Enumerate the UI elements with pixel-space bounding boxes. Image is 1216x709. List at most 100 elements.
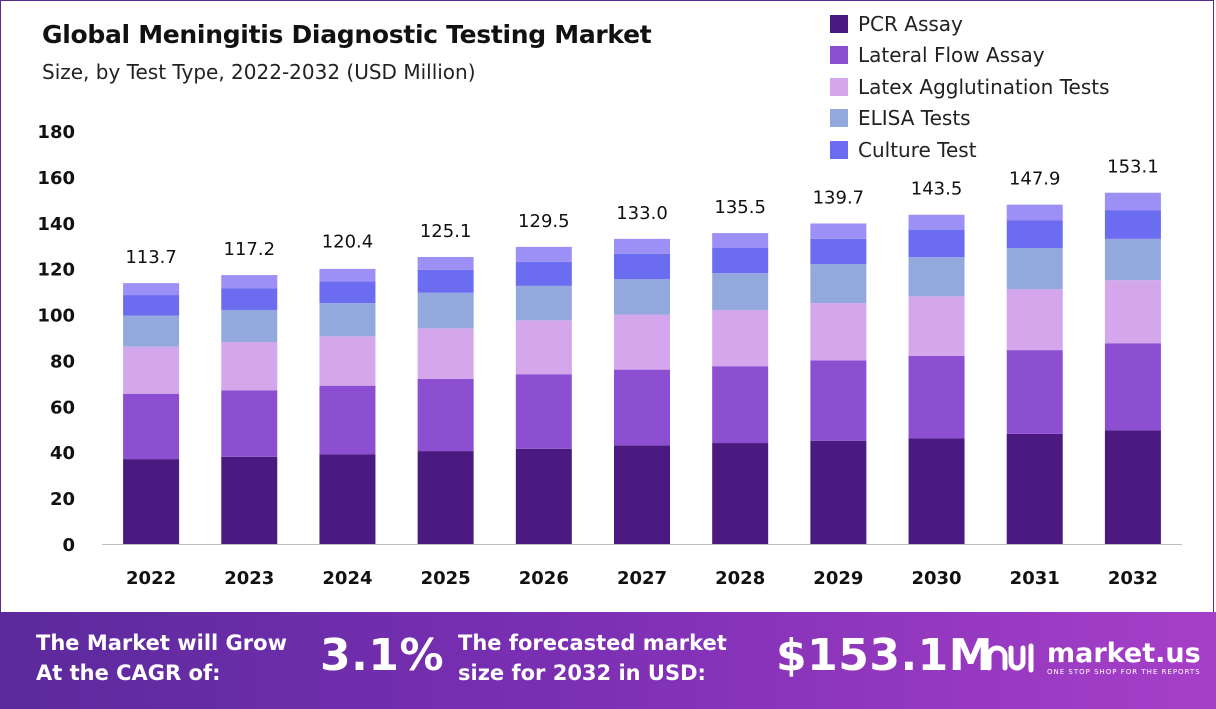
cagr-label-line1: The Market will Grow — [36, 631, 287, 655]
legend-label-pcr-assay: PCR Assay — [858, 11, 963, 36]
total-label-2027: 133.0 — [616, 203, 668, 224]
bar-segment-1-2032 — [1104, 430, 1161, 544]
bar-segment-4-2031 — [1006, 248, 1063, 290]
bar-segment-3-2026 — [515, 320, 572, 375]
x-tick-label-2027: 2027 — [617, 568, 667, 589]
y-tick-label: 160 — [37, 168, 75, 189]
bar-segment-1-2025 — [417, 451, 474, 544]
bar-segment-1-2030 — [908, 438, 965, 544]
bar-segment-6-2024 — [319, 268, 376, 282]
legend-item-culture-test: Culture Test — [830, 134, 1110, 166]
x-tick-label-2026: 2026 — [519, 568, 569, 589]
bar-segment-3-2031 — [1006, 289, 1063, 351]
bar-segment-1-2031 — [1006, 433, 1063, 544]
total-label-2030: 143.5 — [911, 179, 963, 200]
bar-segment-3-2032 — [1104, 280, 1161, 344]
legend-label-elisa-tests: ELISA Tests — [858, 106, 971, 131]
bar-segment-4-2025 — [417, 292, 474, 329]
stacked-bar-chart: 0 20 40 60 80 100 120 140 160 180 113.7 2022 117.2 20… — [37, 122, 1182, 589]
total-label-2029: 139.7 — [813, 187, 865, 208]
bar-segment-1-2028 — [712, 443, 769, 544]
bar-segment-3-2025 — [417, 328, 474, 379]
cagr-label-line2: At the CAGR of: — [36, 661, 221, 685]
bar-segment-1-2026 — [515, 448, 572, 544]
legend-label-lateral-flow-assay: Lateral Flow Assay — [858, 43, 1045, 68]
bar-segment-3-2023 — [221, 342, 278, 391]
chart-legend: PCR Assay Lateral Flow Assay Latex Agglu… — [830, 8, 1110, 166]
bar-segment-5-2028 — [712, 248, 769, 274]
bar-segment-2-2031 — [1006, 350, 1063, 434]
cagr-label: The Market will Grow At the CAGR of: — [36, 628, 287, 688]
bar-segment-6-2032 — [1104, 192, 1161, 211]
bar-segment-2-2023 — [221, 390, 278, 457]
bar-segment-4-2029 — [810, 264, 867, 304]
bar-segment-5-2027 — [614, 253, 670, 279]
x-tick-label-2030: 2030 — [911, 568, 961, 589]
legend-label-culture-test: Culture Test — [858, 137, 977, 162]
bar-segment-3-2027 — [614, 314, 670, 370]
footer-banner: The Market will Grow At the CAGR of: 3.1… — [0, 612, 1216, 709]
bar-segment-5-2024 — [319, 281, 376, 304]
legend-label-latex-agglutination: Latex Agglutination Tests — [858, 74, 1110, 99]
total-label-2032: 153.1 — [1107, 157, 1159, 178]
bar-segment-4-2024 — [319, 303, 376, 337]
legend-item-latex-agglutination: Latex Agglutination Tests — [830, 71, 1110, 103]
x-tick-label-2029: 2029 — [813, 568, 863, 589]
bar-segment-1-2024 — [319, 454, 376, 544]
y-tick-label: 140 — [37, 214, 75, 235]
bar-segment-2-2024 — [319, 385, 376, 455]
bar-segment-2-2030 — [908, 355, 965, 439]
x-tick-label-2024: 2024 — [322, 568, 372, 589]
total-label-2024: 120.4 — [322, 232, 374, 253]
x-tick-label-2031: 2031 — [1010, 568, 1060, 589]
bar-segment-6-2029 — [810, 223, 867, 239]
bar-segment-2-2028 — [712, 366, 769, 444]
bar-segment-5-2029 — [810, 238, 867, 265]
bar-segment-4-2028 — [712, 273, 769, 310]
bar-segment-4-2030 — [908, 257, 965, 297]
bar-segment-6-2031 — [1006, 204, 1063, 221]
y-tick-label: 40 — [50, 443, 75, 464]
x-tick-label-2025: 2025 — [421, 568, 471, 589]
x-tick-label-2028: 2028 — [715, 568, 765, 589]
y-tick-label: 120 — [37, 260, 75, 281]
legend-swatch-latex-agglutination — [830, 77, 848, 96]
bar-segment-5-2025 — [417, 269, 474, 293]
x-tick-label-2023: 2023 — [224, 568, 274, 589]
brand-name: market.us — [1047, 638, 1201, 669]
bar-segment-2-2025 — [417, 378, 474, 452]
legend-swatch-elisa-tests — [830, 109, 848, 128]
bar-segment-1-2029 — [810, 440, 867, 544]
legend-swatch-lateral-flow-assay — [830, 46, 848, 65]
bar-segment-2-2027 — [614, 369, 670, 446]
bar-segment-6-2030 — [908, 214, 965, 230]
bar-segment-6-2025 — [417, 256, 474, 270]
total-label-2028: 135.5 — [714, 197, 766, 218]
bar-segment-2-2022 — [123, 393, 180, 460]
y-tick-label: 180 — [37, 122, 75, 143]
bar-segment-3-2028 — [712, 309, 769, 367]
bar-segment-2-2032 — [1104, 343, 1161, 431]
total-label-2026: 129.5 — [518, 211, 570, 232]
bar-segment-6-2026 — [515, 246, 572, 262]
y-tick-label: 60 — [50, 397, 75, 418]
total-label-2025: 125.1 — [420, 221, 472, 242]
total-label-2031: 147.9 — [1009, 169, 1061, 190]
brand-logo: market.us ONE STOP SHOP FOR THE REPORTS — [985, 638, 1201, 678]
y-tick-label: 0 — [62, 535, 75, 556]
forecast-label: The forecasted market size for 2032 in U… — [458, 628, 727, 688]
bar-segment-4-2032 — [1104, 238, 1161, 281]
market-us-logo-icon — [986, 643, 1034, 673]
brand-tagline: ONE STOP SHOP FOR THE REPORTS — [1047, 668, 1201, 676]
bar-segment-6-2028 — [712, 233, 769, 249]
forecast-label-line1: The forecasted market — [458, 631, 727, 655]
bar-segment-3-2024 — [319, 336, 376, 386]
bar-segment-2-2026 — [515, 374, 572, 449]
legend-item-lateral-flow-assay: Lateral Flow Assay — [830, 40, 1110, 72]
bar-segment-3-2029 — [810, 303, 867, 361]
bar-segment-3-2030 — [908, 296, 965, 356]
legend-item-pcr-assay: PCR Assay — [830, 8, 1110, 40]
bar-segment-4-2022 — [123, 315, 180, 347]
forecast-label-line2: size for 2032 in USD: — [458, 661, 706, 685]
forecast-value: $153.1M — [776, 630, 994, 681]
